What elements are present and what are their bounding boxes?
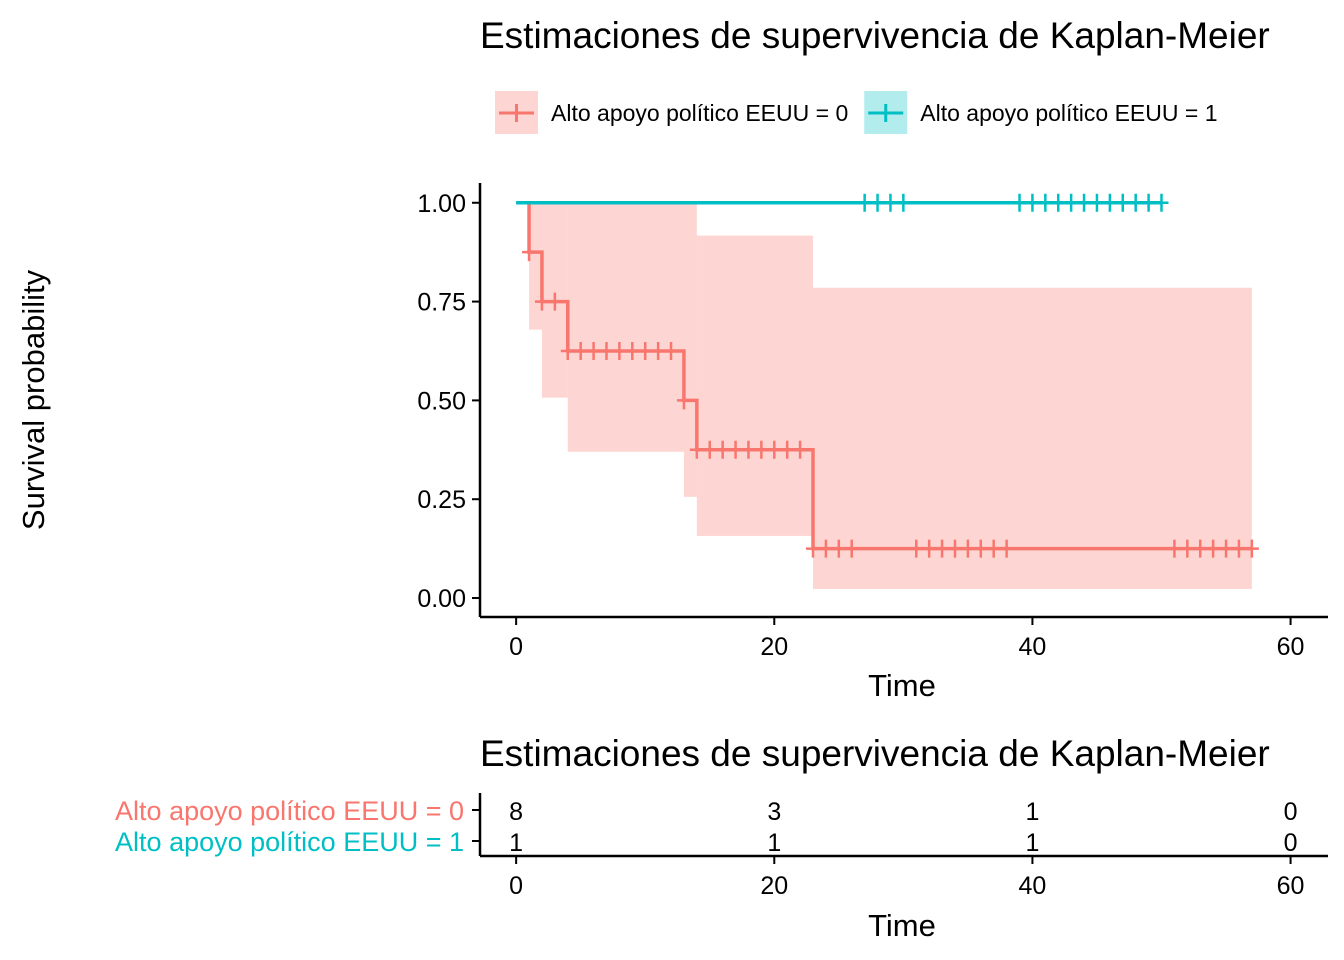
censor-mark (1206, 539, 1221, 558)
risk-count: 1 (1025, 829, 1039, 857)
censor-mark (896, 193, 911, 212)
legend-key (868, 104, 904, 122)
censor-mark (844, 539, 859, 558)
censor-mark (883, 193, 898, 212)
censor-mark (973, 539, 988, 558)
censor-mark (960, 539, 975, 558)
censor-mark (767, 440, 782, 459)
censor-mark (547, 292, 562, 311)
censor-mark (573, 341, 588, 360)
x-tick-label: 60 (1277, 872, 1305, 900)
y-tick-label: 0.75 (417, 289, 466, 317)
chart-title: Estimaciones de supervivencia de Kaplan-… (480, 15, 1270, 56)
censor-mark (806, 539, 821, 558)
x-axis-title: Time (868, 908, 936, 943)
censor-mark (999, 539, 1014, 558)
row-label: Alto apoyo político EEUU = 0 (115, 796, 464, 826)
censor-mark (857, 193, 872, 212)
legend-label: Alto apoyo político EEUU = 0 (551, 100, 848, 126)
censor-mark (534, 292, 549, 311)
x-tick-label: 20 (760, 633, 788, 661)
censor-mark (754, 440, 769, 459)
censor-mark (741, 440, 756, 459)
censor-mark (651, 341, 666, 360)
x-tick-label: 20 (760, 872, 788, 900)
risk-count: 3 (767, 798, 781, 826)
censor-mark (664, 341, 679, 360)
y-tick-label: 1.00 (417, 190, 466, 218)
censor-mark (947, 539, 962, 558)
censor-mark (599, 341, 614, 360)
risk-count: 1 (767, 829, 781, 857)
censor-mark (1193, 539, 1208, 558)
x-tick-label: 60 (1277, 633, 1305, 661)
censor-mark (1051, 193, 1066, 212)
confidence-band (529, 202, 542, 330)
censor-mark (1167, 539, 1182, 558)
censor-mark (1219, 539, 1234, 558)
censor-mark (922, 539, 937, 558)
censor-mark (1038, 193, 1053, 212)
censor-mark (793, 440, 808, 459)
x-tick-label: 0 (509, 872, 523, 900)
x-tick-label: 0 (509, 633, 523, 661)
censor-mark (625, 341, 640, 360)
censor-mark (831, 539, 846, 558)
censor-mark (638, 341, 653, 360)
censor-mark (870, 193, 885, 212)
censor-mark (560, 341, 575, 360)
censor-mark (1077, 193, 1092, 212)
x-tick-label: 40 (1019, 633, 1047, 661)
y-tick-label: 0.00 (417, 585, 466, 613)
risk-count: 1 (1025, 798, 1039, 826)
risk-count: 8 (509, 798, 523, 826)
table-title: Estimaciones de supervivencia de Kaplan-… (480, 733, 1270, 774)
censor-mark (1180, 539, 1195, 558)
censor-mark (586, 341, 601, 360)
censor-mark (1128, 193, 1143, 212)
y-axis-title: Survival probability (16, 269, 51, 530)
censor-mark (1025, 193, 1040, 212)
censor-mark (522, 243, 537, 262)
censor-mark (676, 391, 691, 410)
censor-mark (1231, 539, 1246, 558)
censor-mark (612, 341, 627, 360)
legend-key (499, 104, 534, 122)
censor-mark (1244, 539, 1259, 558)
censor-mark (986, 539, 1001, 558)
confidence-band (683, 202, 697, 497)
confidence-band (567, 202, 684, 452)
censor-mark (780, 440, 795, 459)
censor-mark (1102, 193, 1117, 212)
confidence-band (813, 287, 1252, 589)
y-tick-label: 0.50 (417, 387, 466, 415)
censor-mark (702, 440, 717, 459)
x-tick-label: 40 (1019, 872, 1047, 900)
censor-mark (1154, 193, 1169, 212)
x-axis-title: Time (868, 668, 936, 703)
legend-item: Alto apoyo político EEUU = 1 (864, 91, 1218, 134)
confidence-band (696, 235, 814, 536)
censor-mark (715, 440, 730, 459)
censor-mark (689, 440, 704, 459)
censor-mark (1141, 193, 1156, 212)
censor-mark (1064, 193, 1079, 212)
censor-mark (909, 539, 924, 558)
y-tick-label: 0.25 (417, 486, 466, 514)
censor-mark (1115, 193, 1130, 212)
risk-count: 1 (509, 829, 523, 857)
legend-item: Alto apoyo político EEUU = 0 (495, 91, 848, 134)
censor-mark (1089, 193, 1104, 212)
censor-mark (818, 539, 833, 558)
legend-label: Alto apoyo político EEUU = 1 (920, 100, 1217, 126)
row-label: Alto apoyo político EEUU = 1 (115, 827, 464, 857)
risk-count: 0 (1284, 798, 1298, 826)
censor-mark (728, 440, 743, 459)
risk-count: 0 (1284, 829, 1298, 857)
censor-mark (935, 539, 950, 558)
censor-mark (1012, 193, 1027, 212)
